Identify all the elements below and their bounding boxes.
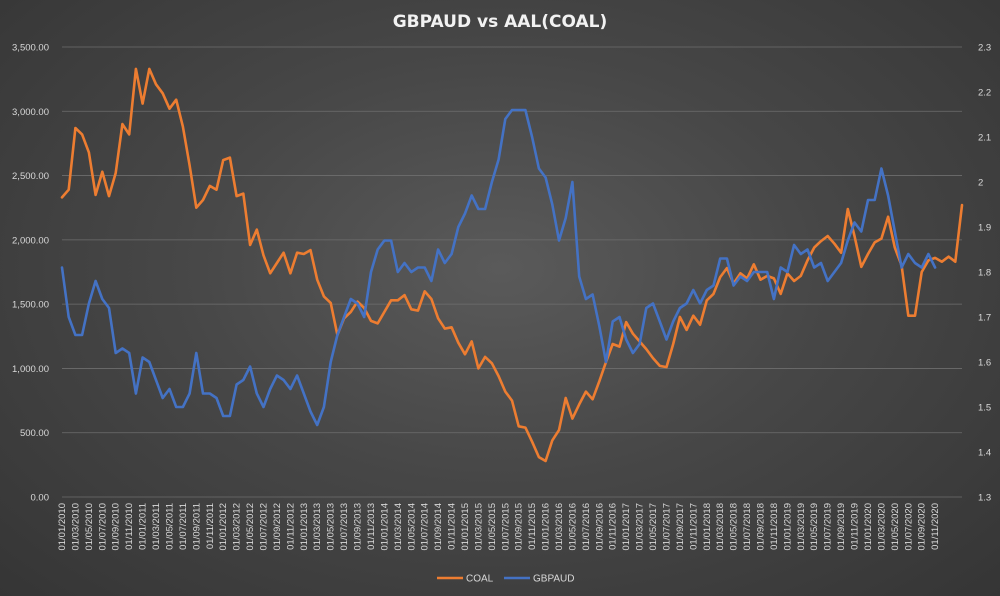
left-y-axis: 0.00 500.00 1,000.00 1,500.00 2,000.00 2,500.… — [12, 43, 49, 504]
x-tick-label: 01/07/2020 — [903, 503, 914, 551]
x-tick-label: 01/09/2011 — [191, 503, 202, 550]
x-tick-label: 01/07/2017 — [661, 503, 672, 551]
x-tick-label: 01/11/2010 — [124, 503, 135, 550]
x-tick-label: 01/01/2017 — [621, 503, 632, 551]
x-tick-label: 01/09/2015 — [514, 503, 525, 551]
x-tick-label: 01/11/2020 — [930, 503, 941, 550]
x-tick-label: 01/03/2020 — [876, 503, 887, 551]
x-tick-label: 01/01/2014 — [379, 503, 390, 551]
x-tick-label: 01/09/2012 — [272, 503, 283, 551]
right-y-tick-label: 2 — [978, 178, 983, 189]
x-tick-label: 01/01/2011 — [138, 503, 149, 550]
x-tick-label: 01/01/2015 — [460, 503, 471, 551]
right-y-tick-label: 1.5 — [978, 403, 991, 414]
legend-label-gbpaud: GBPAUD — [533, 574, 575, 585]
x-tick-label: 01/09/2018 — [756, 503, 767, 551]
x-tick-label: 01/09/2020 — [917, 503, 928, 551]
x-tick-label: 01/03/2017 — [635, 503, 646, 551]
x-tick-label: 01/11/2013 — [366, 503, 377, 550]
x-tick-label: 01/09/2016 — [594, 503, 605, 551]
x-tick-label: 01/05/2011 — [164, 503, 175, 550]
x-tick-label: 01/05/2020 — [890, 503, 901, 551]
x-tick-label: 01/05/2012 — [245, 503, 256, 551]
x-tick-label: 01/05/2014 — [406, 503, 417, 551]
right-y-tick-label: 1.6 — [978, 358, 991, 369]
x-tick-label: 01/07/2014 — [420, 503, 431, 551]
x-tick-label: 01/03/2015 — [473, 503, 484, 551]
x-tick-label: 01/01/2016 — [541, 503, 552, 551]
right-y-axis: 1.3 1.4 1.5 1.6 1.7 1.8 1.9 2 2.1 2.2 2.3 — [978, 43, 991, 504]
gridlines — [62, 46, 962, 498]
left-y-tick-label: 1,500.00 — [12, 300, 49, 311]
x-tick-label: 01/01/2020 — [863, 503, 874, 551]
x-tick-label: 01/07/2019 — [823, 503, 834, 551]
legend-label-coal: COAL — [466, 574, 494, 585]
series-line-coal — [60, 67, 964, 463]
x-tick-label: 01/05/2018 — [729, 503, 740, 551]
series-line-gbpaud — [60, 108, 937, 427]
x-tick-label: 01/05/2013 — [326, 503, 337, 551]
right-y-tick-label: 1.7 — [978, 313, 991, 324]
x-tick-label: 01/01/2019 — [782, 503, 793, 551]
x-tick-label: 01/05/2015 — [487, 503, 498, 551]
x-tick-label: 01/03/2010 — [70, 503, 81, 551]
x-tick-label: 01/05/2010 — [84, 503, 95, 551]
x-tick-label: 01/11/2019 — [850, 503, 861, 550]
x-tick-label: 01/11/2014 — [447, 503, 458, 550]
x-tick-label: 01/07/2011 — [178, 503, 189, 550]
left-y-tick-label: 0.00 — [31, 493, 50, 504]
x-tick-label: 01/03/2012 — [232, 503, 243, 551]
x-tick-label: 01/05/2016 — [567, 503, 578, 551]
right-y-tick-label: 1.3 — [978, 493, 991, 504]
x-tick-label: 01/01/2013 — [299, 503, 310, 551]
x-tick-label: 01/07/2015 — [500, 503, 511, 551]
left-y-tick-label: 3,000.00 — [12, 107, 49, 118]
x-tick-label: 01/11/2016 — [608, 503, 619, 550]
x-tick-label: 01/09/2010 — [111, 503, 122, 551]
x-tick-label: 01/03/2018 — [715, 503, 726, 551]
x-tick-label: 01/03/2019 — [796, 503, 807, 551]
x-tick-label: 01/11/2018 — [769, 503, 780, 550]
right-y-tick-label: 2.2 — [978, 88, 991, 99]
right-y-tick-label: 2.1 — [978, 133, 991, 144]
x-tick-label: 01/11/2011 — [205, 503, 216, 549]
x-tick-label: 01/05/2019 — [809, 503, 820, 551]
x-tick-label: 01/01/2018 — [702, 503, 713, 551]
x-tick-label: 01/03/2014 — [393, 503, 404, 551]
left-y-tick-label: 2,000.00 — [12, 235, 49, 246]
x-tick-label: 01/01/2012 — [218, 503, 229, 551]
legend: COAL GBPAUD — [437, 574, 575, 585]
x-tick-label: 01/11/2017 — [688, 503, 699, 550]
x-tick-label: 01/03/2013 — [312, 503, 323, 551]
x-tick-label: 01/09/2013 — [353, 503, 364, 551]
right-y-tick-label: 2.3 — [978, 43, 991, 54]
x-tick-label: 01/09/2017 — [675, 503, 686, 551]
x-tick-label: 01/07/2016 — [581, 503, 592, 551]
x-tick-label: 01/07/2018 — [742, 503, 753, 551]
right-y-tick-label: 1.8 — [978, 268, 991, 279]
right-y-tick-label: 1.9 — [978, 223, 991, 234]
left-y-tick-label: 3,500.00 — [12, 43, 49, 54]
x-tick-label: 01/09/2014 — [433, 503, 444, 551]
x-tick-label: 01/11/2012 — [285, 503, 296, 550]
x-tick-label: 01/07/2012 — [258, 503, 269, 551]
series-lines — [60, 67, 964, 463]
x-tick-label: 01/05/2017 — [648, 503, 659, 551]
left-y-tick-label: 2,500.00 — [12, 171, 49, 182]
x-tick-label: 01/03/2011 — [151, 503, 162, 550]
right-y-tick-label: 1.4 — [978, 448, 991, 459]
x-tick-label: 01/09/2019 — [836, 503, 847, 551]
left-y-tick-label: 1,000.00 — [12, 364, 49, 375]
x-tick-label: 01/07/2010 — [97, 503, 108, 551]
left-y-tick-label: 500.00 — [20, 428, 49, 439]
x-tick-label: 01/01/2010 — [57, 503, 68, 551]
chart-title: GBPAUD vs AAL(COAL) — [393, 12, 608, 32]
x-tick-label: 01/03/2016 — [554, 503, 565, 551]
x-tick-label: 01/11/2015 — [527, 503, 538, 550]
x-axis: 01/01/2010 01/03/2010 01/05/2010 01/07/2010… — [57, 503, 941, 551]
x-tick-label: 01/07/2013 — [339, 503, 350, 551]
